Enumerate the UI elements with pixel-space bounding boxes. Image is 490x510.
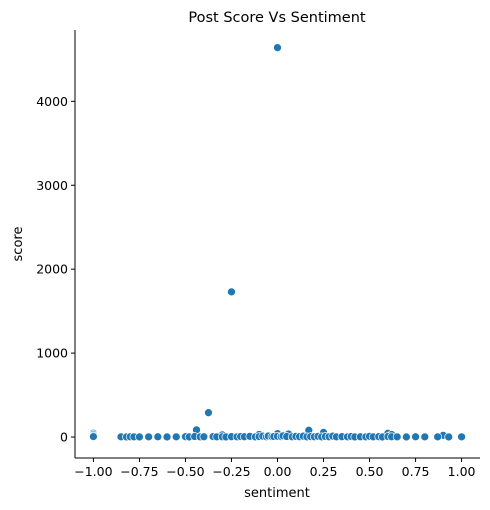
data-point-76 xyxy=(392,432,402,442)
y-tick-label: 2000 xyxy=(36,262,68,277)
x-tick-label: 0.00 xyxy=(264,464,292,479)
x-axis-ticks: −1.00 −0.75 −0.50 −0.25 0.00 0.25 0.50 0.75 1.00 xyxy=(74,458,476,479)
data-points xyxy=(89,43,466,442)
y-tick-label: 1000 xyxy=(36,346,68,361)
data-point-30 xyxy=(199,432,209,442)
data-point-21 xyxy=(135,432,144,442)
y-tick-label: 0 xyxy=(60,430,68,445)
x-tick-label: −0.50 xyxy=(166,464,204,479)
data-point-24 xyxy=(162,432,172,442)
y-tick-label: 3000 xyxy=(36,178,68,193)
y-tick-label: 4000 xyxy=(36,94,68,109)
data-point-82 xyxy=(457,432,466,442)
x-tick-label: −1.00 xyxy=(74,464,112,479)
data-point-0 xyxy=(273,43,282,52)
data-point-10 xyxy=(89,432,98,441)
x-tick-label: 0.50 xyxy=(356,464,384,479)
data-point-79 xyxy=(420,432,430,442)
chart-title: Post Score Vs Sentiment xyxy=(188,10,366,26)
data-point-81 xyxy=(444,432,454,442)
y-axis-label: score xyxy=(11,227,26,262)
x-axis-label: sentiment xyxy=(244,486,310,501)
x-tick-label: −0.75 xyxy=(120,464,158,479)
x-tick-label: 0.75 xyxy=(402,464,430,479)
x-tick-label: 0.25 xyxy=(310,464,338,479)
data-point-78 xyxy=(411,432,420,442)
data-point-80 xyxy=(433,432,443,442)
x-tick-label: 1.00 xyxy=(448,464,476,479)
x-tick-label: −0.25 xyxy=(212,464,250,479)
data-point-22 xyxy=(144,432,153,442)
data-point-77 xyxy=(402,432,411,442)
data-point-25 xyxy=(171,432,181,442)
y-axis-ticks: 0 1000 2000 3000 4000 xyxy=(36,94,75,445)
data-point-2 xyxy=(204,408,213,418)
data-point-23 xyxy=(153,432,163,442)
data-point-1 xyxy=(227,287,236,297)
